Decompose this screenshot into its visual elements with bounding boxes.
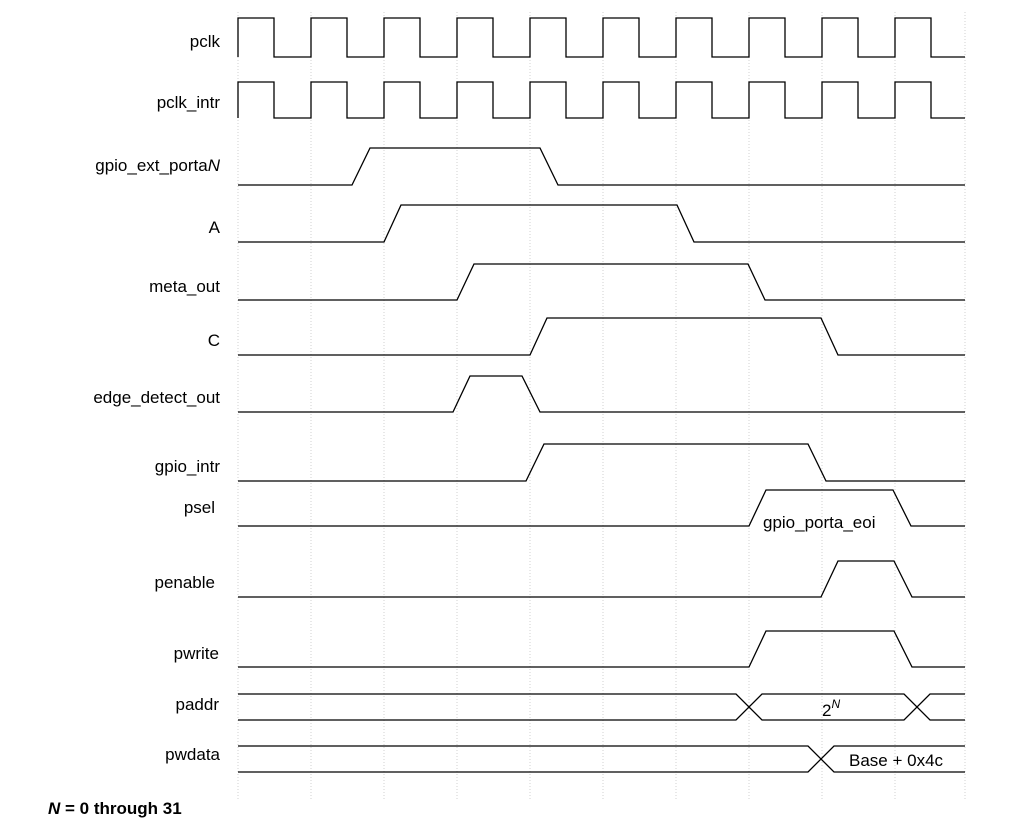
waveform-pwdata-bottom — [238, 745, 965, 773]
signal-label-meta-out: meta_out — [149, 277, 220, 296]
grid-lines — [237, 12, 966, 800]
footnote: N = 0 through 31 — [48, 799, 182, 818]
waveform-meta-out — [238, 263, 965, 301]
waveform-pwrite — [238, 630, 965, 668]
signal-label-a: A — [209, 218, 221, 237]
waveform-pclk — [237, 17, 965, 58]
signal-label-pclk: pclk — [190, 32, 221, 51]
waveform-paddr-bottom — [238, 693, 965, 721]
waveform-paddr-top — [238, 693, 965, 721]
waveform-gpio-intr — [238, 443, 965, 482]
pwdata-value: Base + 0x4c — [849, 751, 944, 770]
waveforms — [237, 17, 965, 773]
signal-label-penable: penable — [154, 573, 215, 592]
signal-label-paddr: paddr — [176, 695, 220, 714]
signal-label-gpio-ext-porta: gpio_ext_portaN — [95, 156, 220, 175]
waveform-edge-detect-out — [238, 375, 965, 413]
signal-label-c: C — [208, 331, 220, 350]
paddr-value: 2N — [822, 697, 840, 720]
signal-label-gpio-intr: gpio_intr — [155, 457, 221, 476]
waveform-c — [238, 317, 965, 356]
waveform-pclk-intr — [237, 81, 965, 119]
psel-annotation: gpio_porta_eoi — [763, 513, 875, 532]
signal-label-pwrite: pwrite — [174, 644, 219, 663]
waveform-psel — [238, 489, 965, 527]
waveform-a — [238, 204, 965, 243]
signal-label-psel: psel — [184, 498, 215, 517]
signal-label-edge-detect-out: edge_detect_out — [93, 388, 220, 407]
signal-label-pwdata: pwdata — [165, 745, 220, 764]
waveform-gpio-ext-porta — [238, 147, 965, 186]
signal-label-pclk-intr: pclk_intr — [157, 93, 221, 112]
waveform-penable — [238, 560, 965, 598]
